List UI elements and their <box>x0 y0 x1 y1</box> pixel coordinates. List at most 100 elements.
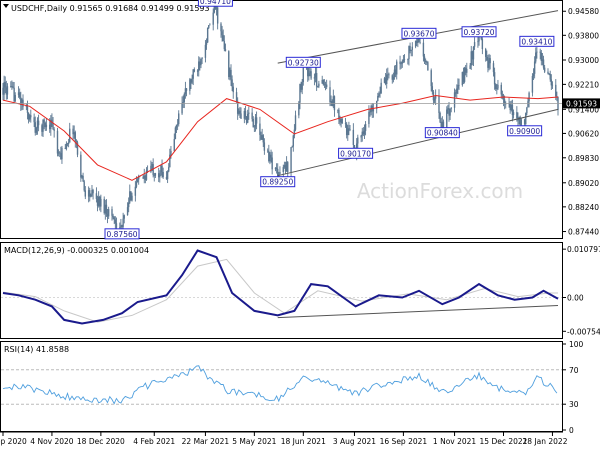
candle-body <box>423 56 426 61</box>
candle <box>414 40 417 49</box>
candle-body <box>261 135 263 140</box>
annotation-label: 0.93410 <box>521 37 552 46</box>
candle-body <box>209 24 211 26</box>
candle <box>181 96 183 115</box>
candle <box>361 127 363 142</box>
candle-body <box>113 217 115 220</box>
candle-body <box>275 167 278 169</box>
candle-body <box>230 69 232 80</box>
candle-body <box>308 73 310 77</box>
candle <box>510 100 512 112</box>
candle-body <box>541 59 544 61</box>
candle-body <box>5 87 8 95</box>
candle-body <box>323 84 326 85</box>
candle-body <box>44 122 46 128</box>
candle-body <box>284 165 287 172</box>
candle-body <box>95 193 98 199</box>
candle-body <box>364 123 367 131</box>
candle <box>283 161 286 169</box>
candle-body <box>314 73 317 78</box>
annotation-box <box>424 127 460 139</box>
candle <box>410 49 412 57</box>
candle-body <box>239 110 241 114</box>
candle <box>388 72 390 79</box>
candle <box>56 127 59 157</box>
candle-body <box>145 170 148 180</box>
candle-body <box>492 63 495 73</box>
candle <box>72 125 74 141</box>
candle-body <box>175 124 178 128</box>
candle-body <box>324 84 327 86</box>
candle-body <box>277 168 279 180</box>
candle <box>322 79 325 86</box>
candle <box>17 86 20 98</box>
candle-body <box>348 128 350 130</box>
x-tick-label: 1 Nov 2021 <box>433 437 476 446</box>
candle <box>284 161 287 174</box>
candle <box>176 119 179 131</box>
candle-body <box>426 62 428 63</box>
candle-body <box>134 186 137 196</box>
candle <box>301 78 303 95</box>
candle <box>399 55 401 70</box>
candle <box>14 92 16 103</box>
candle <box>114 216 117 229</box>
candle-body <box>178 113 180 125</box>
candle <box>528 91 530 108</box>
candle <box>158 167 160 183</box>
price-annotation: 0.87560 <box>104 228 140 240</box>
candle-body <box>253 126 256 128</box>
candle <box>547 68 549 75</box>
candle <box>64 144 66 150</box>
candle <box>329 80 331 107</box>
annotation-box <box>507 125 543 137</box>
candle-body <box>268 150 270 162</box>
candle <box>6 83 9 100</box>
candle-body <box>213 5 216 13</box>
candle <box>477 36 479 48</box>
candle <box>345 121 348 139</box>
candle-body <box>267 150 269 152</box>
candle <box>192 69 194 86</box>
watermark: ActionForex.com <box>357 179 523 203</box>
candle <box>59 151 61 158</box>
candle-body <box>487 60 489 68</box>
candle <box>255 111 258 130</box>
candle <box>229 67 231 81</box>
candle <box>387 67 389 81</box>
candle-body <box>493 72 496 85</box>
candle <box>130 191 132 201</box>
candle-body <box>485 49 487 57</box>
candle <box>228 50 230 80</box>
candle-body <box>271 157 273 170</box>
candle <box>532 68 535 81</box>
x-tick-label: 4 Nov 2020 <box>30 437 73 446</box>
candle <box>208 24 210 29</box>
candle <box>160 164 162 176</box>
rsi-axis: 100 70 30 0 <box>1 340 584 435</box>
candle-body <box>161 165 163 173</box>
candle-body <box>427 62 429 71</box>
x-tick-label: 18 Dec 2020 <box>77 437 125 446</box>
candle <box>43 118 45 130</box>
candle <box>360 134 362 143</box>
candle <box>377 92 379 102</box>
candle-body <box>511 104 514 116</box>
candle-body <box>126 207 129 216</box>
candle-body <box>332 96 335 107</box>
candle-body <box>127 202 130 208</box>
candle-body <box>223 41 226 50</box>
candle <box>82 172 84 182</box>
candle <box>422 39 425 62</box>
macd-tick-label: 0.00 <box>567 293 584 302</box>
candle-body <box>449 108 451 116</box>
candle-body <box>285 162 288 172</box>
candle-body <box>20 97 22 105</box>
candle <box>321 75 323 84</box>
candle-body <box>262 135 264 143</box>
annotation-box <box>461 26 497 38</box>
candle-body <box>18 92 21 98</box>
candle <box>338 107 340 124</box>
candle <box>11 80 13 90</box>
candle <box>166 170 169 184</box>
